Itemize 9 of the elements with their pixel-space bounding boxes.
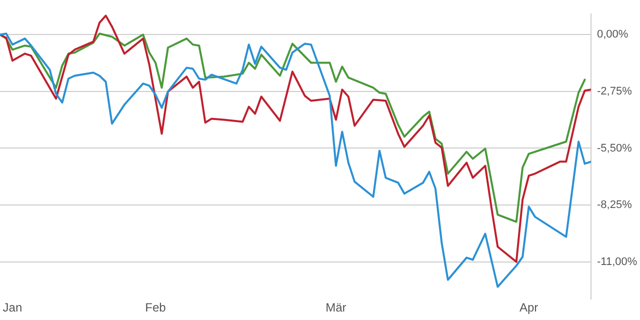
x-tick-label: Apr bbox=[519, 300, 538, 315]
y-tick-label: -8,25% bbox=[597, 199, 632, 212]
y-tick-label: 0,00% bbox=[597, 28, 628, 41]
y-tick-label: -11,00% bbox=[597, 256, 638, 268]
x-tick-label: Jan bbox=[2, 300, 22, 315]
x-tick-label: Feb bbox=[145, 300, 166, 315]
y-tick-label: -5,50% bbox=[597, 142, 632, 154]
y-tick-label: -2,75% bbox=[597, 85, 632, 98]
x-tick-label: Mär bbox=[326, 300, 346, 315]
